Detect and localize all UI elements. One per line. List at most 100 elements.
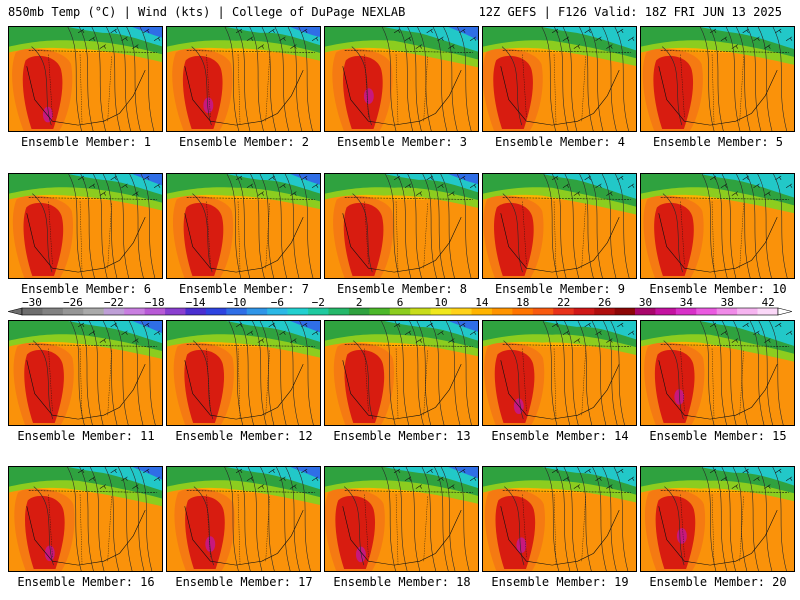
colorbar-tick-label: 22 <box>557 297 570 309</box>
colorbar-tick-label: 2 <box>356 297 363 309</box>
temperature-field <box>641 321 794 425</box>
colorbar-swatch <box>83 308 105 315</box>
ensemble-member-map <box>482 173 637 279</box>
colorbar-tick-label: −18 <box>145 297 165 309</box>
temperature-field <box>325 174 478 278</box>
ensemble-member-map <box>640 26 795 132</box>
colorbar-swatch <box>553 308 574 315</box>
ensemble-member-label: Ensemble Member: 8 <box>336 282 468 296</box>
ensemble-member-map <box>324 173 479 279</box>
ensemble-member-map <box>8 173 163 279</box>
colorbar-swatch <box>389 308 411 315</box>
colorbar-swatch <box>451 308 472 315</box>
colorbar-swatch <box>594 308 615 315</box>
colorbar-tick-label: 34 <box>680 297 694 309</box>
ensemble-member-label: Ensemble Member: 19 <box>491 575 629 589</box>
colorbar-swatch <box>308 308 329 315</box>
temperature-field <box>483 321 636 425</box>
colorbar-swatch <box>267 308 288 315</box>
temperature-field <box>641 174 794 278</box>
colorbar-swatch <box>328 308 350 315</box>
colorbar-swatch <box>185 308 207 315</box>
ensemble-member-label: Ensemble Member: 14 <box>491 429 629 443</box>
temperature-field <box>483 27 636 131</box>
ensemble-member-label: Ensemble Member: 18 <box>333 575 471 589</box>
colorbar-tick-label: 42 <box>762 297 775 309</box>
colorbar-right-arrow <box>777 307 792 316</box>
temperature-field <box>167 467 320 571</box>
temperature-field <box>641 467 794 571</box>
ensemble-member-label: Ensemble Member: 12 <box>175 429 313 443</box>
colorbar-swatch <box>532 308 554 315</box>
ensemble-member-label: Ensemble Member: 10 <box>649 282 787 296</box>
colorbar-swatch <box>410 308 431 315</box>
colorbar-tick-label: 30 <box>639 297 652 309</box>
colorbar-swatch <box>205 308 227 315</box>
ensemble-member-map <box>324 26 479 132</box>
colorbar-swatch <box>165 308 186 315</box>
ensemble-member-map <box>640 173 795 279</box>
ensemble-member-map <box>482 466 637 572</box>
colorbar-swatch <box>42 308 64 315</box>
ensemble-member-map <box>8 466 163 572</box>
colorbar-tick-label: −22 <box>104 297 124 309</box>
ensemble-member-map <box>166 320 321 426</box>
ensemble-member-label: Ensemble Member: 5 <box>652 135 784 149</box>
ensemble-member-label: Ensemble Member: 7 <box>178 282 310 296</box>
temperature-field <box>9 27 162 131</box>
ensemble-member-map <box>482 320 637 426</box>
temperature-field <box>641 27 794 131</box>
colorbar-swatch <box>573 308 595 315</box>
ensemble-member-map <box>482 26 637 132</box>
colorbar-swatch <box>614 308 636 315</box>
temperature-field <box>9 467 162 571</box>
colorbar-swatch <box>634 308 656 315</box>
colorbar-tick-label: −6 <box>271 297 284 309</box>
colorbar-tick-label: −2 <box>312 297 325 309</box>
colorbar-swatch <box>246 308 268 315</box>
run-valid-time: 12Z GEFS | F126 Valid: 18Z FRI JUN 13 20… <box>478 5 782 19</box>
colorbar-swatch <box>226 308 248 315</box>
ensemble-member-map <box>166 173 321 279</box>
colorbar-tick-label: 26 <box>598 297 611 309</box>
ensemble-member-map <box>166 26 321 132</box>
colorbar-swatch <box>696 308 718 315</box>
colorbar-swatch <box>757 308 779 315</box>
ensemble-member-label: Ensemble Member: 2 <box>178 135 310 149</box>
temperature-field <box>167 174 320 278</box>
colorbar-swatch <box>22 308 43 315</box>
ensemble-member-label: Ensemble Member: 3 <box>336 135 468 149</box>
colorbar-swatch <box>348 308 370 315</box>
ensemble-member-label: Ensemble Member: 17 <box>175 575 313 589</box>
ensemble-member-map <box>166 466 321 572</box>
colorbar-swatch <box>62 308 84 315</box>
colorbar-swatch <box>512 308 534 315</box>
colorbar-swatch <box>103 308 125 315</box>
colorbar-tick-label: −10 <box>227 297 247 309</box>
colorbar-swatch <box>144 308 166 315</box>
ensemble-member-map <box>640 320 795 426</box>
temperature-field <box>9 321 162 425</box>
colorbar-tick-label: 10 <box>434 297 447 309</box>
ensemble-member-label: Ensemble Member: 16 <box>17 575 155 589</box>
temperature-field <box>325 27 478 131</box>
colorbar-tick-label: 14 <box>475 297 489 309</box>
colorbar-swatch <box>369 308 391 315</box>
temperature-field <box>325 321 478 425</box>
colorbar-swatch <box>655 308 677 315</box>
ensemble-member-map <box>8 320 163 426</box>
ensemble-member-label: Ensemble Member: 9 <box>494 282 626 296</box>
ensemble-member-label: Ensemble Member: 11 <box>17 429 155 443</box>
ensemble-member-map <box>324 466 479 572</box>
colorbar-tick-label: 6 <box>397 297 404 309</box>
temperature-colorbar: −30 −26 −22 −18 −14 −10 −6 −2 2 6 10 14 18 22 26 30 34 38… <box>8 297 792 319</box>
colorbar-swatch <box>430 308 452 315</box>
temperature-field <box>167 27 320 131</box>
ensemble-member-label: Ensemble Member: 6 <box>20 282 152 296</box>
temperature-field <box>483 174 636 278</box>
colorbar-swatch <box>287 308 309 315</box>
colorbar-swatch <box>124 308 145 315</box>
ensemble-member-label: Ensemble Member: 13 <box>333 429 471 443</box>
temperature-field <box>9 174 162 278</box>
colorbar-swatch <box>491 308 513 315</box>
